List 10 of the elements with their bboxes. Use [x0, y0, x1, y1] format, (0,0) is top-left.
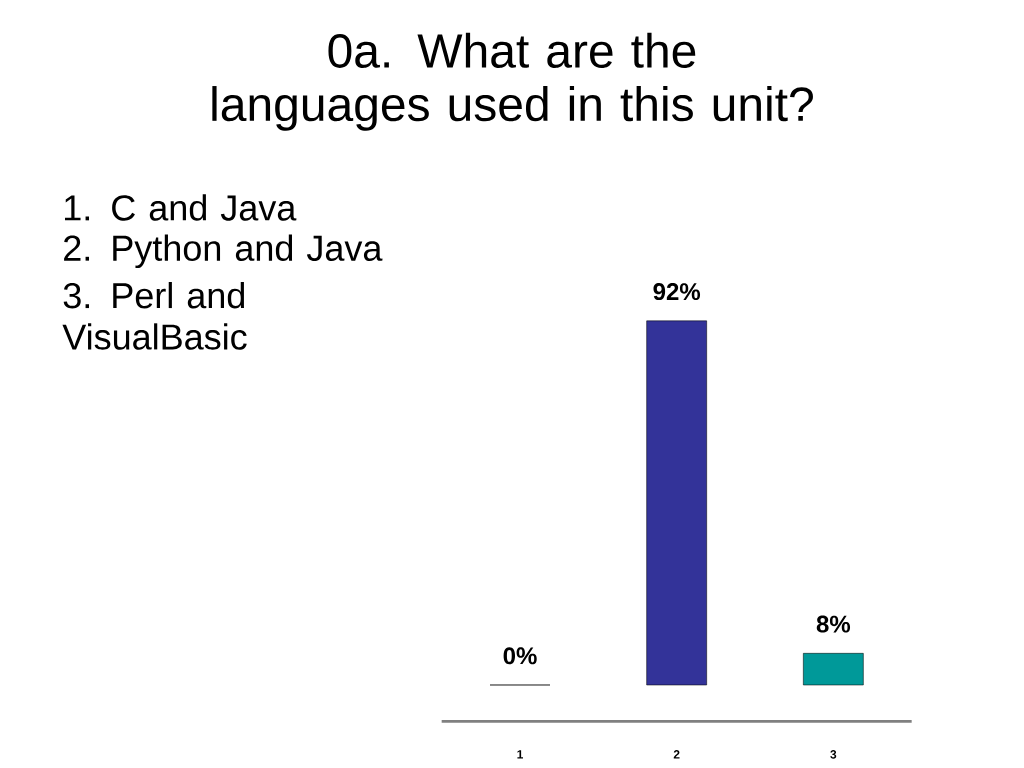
data-label: 0%	[503, 647, 537, 665]
data-label: 8%	[816, 615, 851, 633]
x-tick-label: 1	[517, 750, 524, 759]
text: 3. Perl and VisualBasic	[62, 281, 247, 350]
text: 2. Python and Java	[64, 234, 383, 269]
chart-title: 0a. What are the languages used in this unit?	[212, 32, 813, 131]
x-tick-label: 3	[830, 750, 837, 759]
x-tick-label: 2	[673, 750, 680, 759]
data-label: 92%	[653, 283, 701, 301]
text: 1. C and Java	[65, 194, 297, 221]
